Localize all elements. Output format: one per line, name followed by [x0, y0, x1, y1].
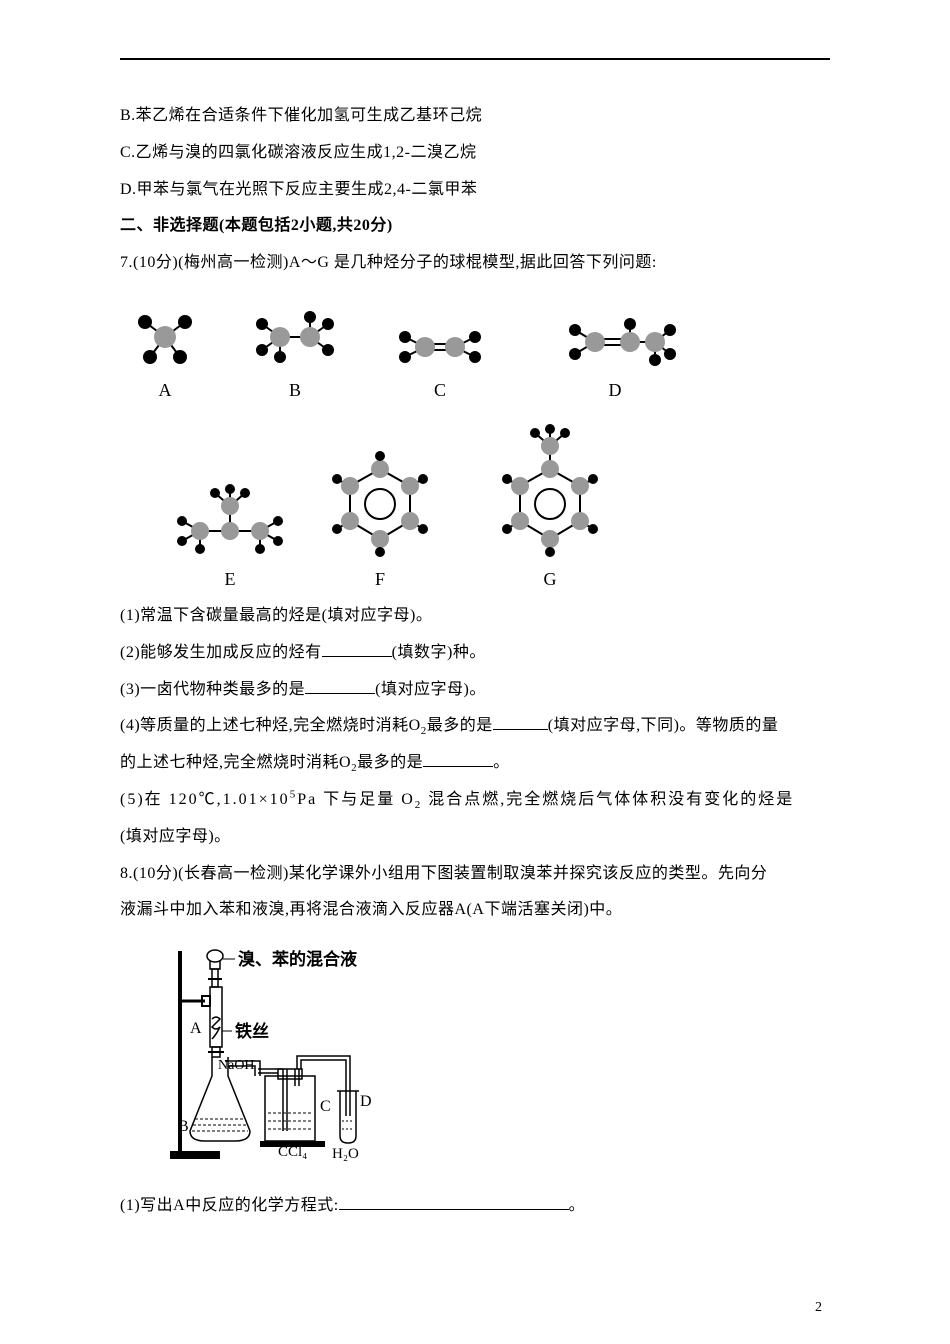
q7-sub4-period: 。 [493, 754, 510, 771]
section-title: 二、非选择题(本题包括2小题,共20分) [120, 208, 830, 245]
blank-eq[interactable] [339, 1194, 569, 1210]
q7-sub4-line2: 的上述七种烃,完全燃烧时消耗O2最多的是。 [120, 745, 830, 782]
molecule-g-svg [490, 421, 610, 561]
molecule-d-svg [550, 312, 680, 372]
q8-stem2: 液漏斗中加入苯和液溴,再将混合液滴入反应器A(A下端活塞关闭)中。 [120, 892, 830, 929]
apparatus-diagram: 溴、苯的混合液 A 铁丝 NaOH B [160, 941, 830, 1176]
molecule-c-svg [390, 322, 490, 372]
q7-sub5-line1: (5)在 120℃,1.01×105Pa 下与足量 O2 混合点燃,完全燃烧后气… [120, 782, 830, 819]
q7-sub5-end: 混合点燃,完全燃烧后气体体积没有变化的烃是 [422, 791, 794, 808]
molecule-row-1: A B [130, 302, 830, 401]
q7-sub5-pre: (5)在 120℃,1.01×10 [120, 791, 290, 808]
top-horizontal-rule [120, 58, 830, 60]
q7-sub2-pre: (2)能够发生加成反应的烃有 [120, 644, 322, 661]
label-h2o: H₂O [332, 1146, 359, 1162]
q7-sub1: (1)常温下含碳量最高的烃是(填对应字母)。 [120, 598, 830, 635]
apparatus-svg: 溴、苯的混合液 A 铁丝 NaOH B [160, 941, 410, 1171]
option-c: C.乙烯与溴的四氯化碳溶液反应生成1,2-二溴乙烷 [120, 135, 830, 172]
option-b: B.苯乙烯在合适条件下催化加氢可生成乙基环己烷 [120, 98, 830, 135]
q7-sub4-end: 最多的是 [357, 754, 423, 771]
q7-sub5-mid: Pa 下与足量 O [297, 791, 415, 808]
molecule-e-svg [170, 481, 290, 561]
q7-sub1-post: (填对应字母)。 [322, 607, 433, 624]
q7-sub4-line2-pre: 的上述七种烃,完全燃烧时消耗O [120, 754, 351, 771]
molecule-f: F [325, 451, 435, 590]
q8-sub1: (1)写出A中反应的化学方程式: 。 [120, 1188, 830, 1225]
page-number: 2 [815, 1300, 822, 1316]
q8-sub1-post: 。 [569, 1197, 586, 1214]
q7-sub3-pre: (3)一卤代物种类最多的是 [120, 681, 305, 698]
q7-sub4-mid1: 最多的是 [427, 717, 493, 734]
molecule-g: G [490, 421, 610, 590]
molecule-b: B [250, 302, 340, 401]
molecule-a: A [130, 302, 200, 401]
label-b: B [178, 1118, 189, 1135]
q8-stem1: 8.(10分)(长春高一检测)某化学课外小组用下图装置制取溴苯并探究该反应的类型… [120, 856, 830, 893]
blank-2[interactable] [322, 641, 392, 657]
q7-sub2-post: (填数字)种。 [392, 644, 486, 661]
label-iron: 铁丝 [235, 1021, 269, 1041]
q7-sub4-pre: (4)等质量的上述七种烃,完全燃烧时消耗O [120, 717, 421, 734]
q7-sub5-line2: (填对应字母)。 [120, 819, 830, 856]
molecule-g-label: G [544, 569, 557, 590]
molecule-b-label: B [289, 380, 301, 401]
molecule-c: C [390, 322, 490, 401]
q7-sub3-post: (填对应字母)。 [375, 681, 486, 698]
molecule-d-label: D [609, 380, 622, 401]
page-container: B.苯乙烯在合适条件下催化加氢可生成乙基环己烷 C.乙烯与溴的四氯化碳溶液反应生… [0, 0, 950, 1265]
q7-sub1-pre: (1)常温下含碳量最高的烃是 [120, 607, 322, 624]
label-c: C [320, 1098, 331, 1115]
molecule-f-label: F [375, 569, 385, 590]
q7-sub4-mid2: (填对应字母,下同)。等物质的量 [548, 717, 779, 734]
q7-sub4-line1: (4)等质量的上述七种烃,完全燃烧时消耗O2最多的是(填对应字母,下同)。等物质… [120, 708, 830, 745]
q7-sub3: (3)一卤代物种类最多的是 (填对应字母)。 [120, 672, 830, 709]
blank-5[interactable] [423, 751, 493, 767]
q7-sub2: (2)能够发生加成反应的烃有 (填数字)种。 [120, 635, 830, 672]
molecule-row-2: E [170, 421, 830, 590]
molecule-b-svg [250, 302, 340, 372]
molecule-a-label: A [159, 380, 172, 401]
label-a: A [190, 1020, 202, 1037]
molecule-a-svg [130, 302, 200, 372]
molecule-e: E [170, 481, 290, 590]
label-mixture: 溴、苯的混合液 [238, 949, 357, 969]
blank-3[interactable] [305, 678, 375, 694]
molecule-f-svg [325, 451, 435, 561]
q8-sub1-pre: (1)写出A中反应的化学方程式: [120, 1197, 339, 1214]
molecule-e-label: E [225, 569, 236, 590]
label-d: D [360, 1093, 372, 1110]
option-d: D.甲苯与氯气在光照下反应主要生成2,4-二氯甲苯 [120, 172, 830, 209]
q7-stem: 7.(10分)(梅州高一检测)A～G 是几种烃分子的球棍模型,据此回答下列问题: [120, 245, 830, 282]
molecule-c-label: C [434, 380, 446, 401]
molecule-d: D [550, 312, 680, 401]
blank-4[interactable] [493, 714, 548, 730]
